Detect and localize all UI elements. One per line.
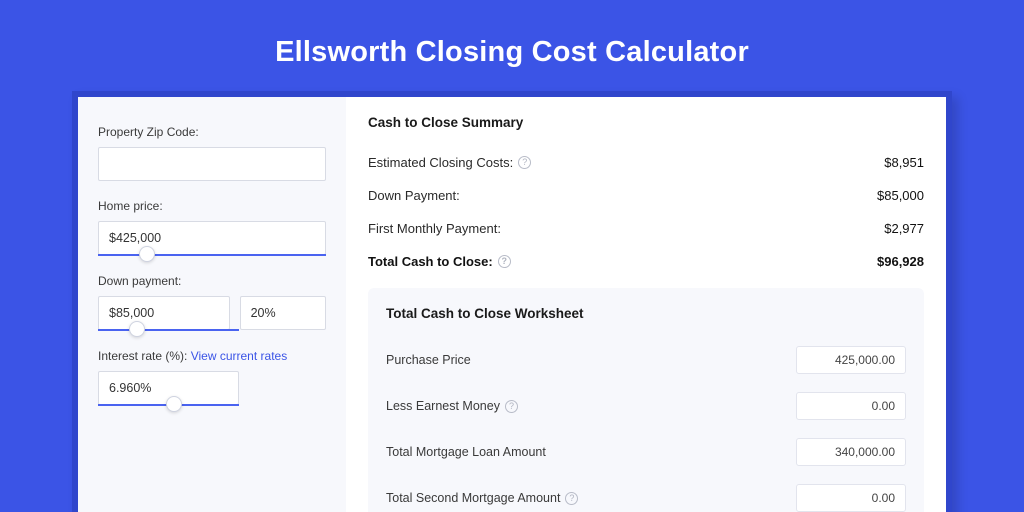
worksheet-row-label: Total Mortgage Loan Amount [386, 445, 546, 459]
slider-thumb-icon[interactable] [129, 321, 145, 337]
help-icon[interactable]: ? [565, 492, 578, 505]
zip-input[interactable] [98, 147, 326, 181]
summary-row: First Monthly Payment: $2,977 [368, 212, 924, 245]
summary-row-value: $85,000 [877, 188, 924, 203]
results-panel: Cash to Close Summary Estimated Closing … [346, 97, 946, 512]
worksheet-title: Total Cash to Close Worksheet [386, 306, 906, 321]
inputs-panel: Property Zip Code: Home price: Down paym… [78, 97, 346, 512]
worksheet-row: Purchase Price [386, 337, 906, 383]
interest-rate-slider[interactable] [98, 404, 239, 406]
summary-row-label: Estimated Closing Costs: [368, 155, 513, 170]
worksheet-row-label: Purchase Price [386, 353, 471, 367]
summary-row-value: $2,977 [884, 221, 924, 236]
help-icon[interactable]: ? [498, 255, 511, 268]
down-payment-label: Down payment: [98, 274, 326, 288]
worksheet-row-label: Total Second Mortgage Amount [386, 491, 560, 505]
zip-label: Property Zip Code: [98, 125, 326, 139]
summary-total-label: Total Cash to Close: [368, 254, 493, 269]
down-payment-slider[interactable] [98, 329, 239, 331]
worksheet-row: Total Second Mortgage Amount ? [386, 475, 906, 512]
calculator-body: Property Zip Code: Home price: Down paym… [78, 97, 946, 512]
worksheet-row-input[interactable] [796, 392, 906, 420]
down-payment-percent-input[interactable] [240, 296, 326, 330]
summary-row: Estimated Closing Costs: ? $8,951 [368, 146, 924, 179]
interest-rate-label-text: Interest rate (%): [98, 349, 187, 363]
worksheet-row-label: Less Earnest Money [386, 399, 500, 413]
down-payment-field-group: Down payment: [98, 274, 326, 331]
home-price-label: Home price: [98, 199, 326, 213]
home-price-input[interactable] [98, 221, 326, 255]
worksheet-row-input[interactable] [796, 346, 906, 374]
worksheet-row-input[interactable] [796, 438, 906, 466]
help-icon[interactable]: ? [505, 400, 518, 413]
interest-rate-field-group: Interest rate (%): View current rates [98, 349, 326, 406]
summary-title: Cash to Close Summary [368, 115, 924, 130]
summary-row: Down Payment: $85,000 [368, 179, 924, 212]
home-price-slider[interactable] [98, 254, 326, 256]
summary-row-label: Down Payment: [368, 188, 460, 203]
help-icon[interactable]: ? [518, 156, 531, 169]
zip-field-group: Property Zip Code: [98, 125, 326, 181]
summary-row-label: First Monthly Payment: [368, 221, 501, 236]
summary-total-row: Total Cash to Close: ? $96,928 [368, 245, 924, 278]
summary-total-value: $96,928 [877, 254, 924, 269]
down-payment-input[interactable] [98, 296, 230, 330]
interest-rate-label: Interest rate (%): View current rates [98, 349, 326, 363]
worksheet-row: Total Mortgage Loan Amount [386, 429, 906, 475]
slider-thumb-icon[interactable] [166, 396, 182, 412]
calculator-card: Property Zip Code: Home price: Down paym… [72, 91, 952, 512]
page-title: Ellsworth Closing Cost Calculator [0, 0, 1024, 91]
worksheet-row-input[interactable] [796, 484, 906, 512]
slider-thumb-icon[interactable] [139, 246, 155, 262]
summary-row-value: $8,951 [884, 155, 924, 170]
view-rates-link[interactable]: View current rates [191, 349, 288, 363]
worksheet-card: Total Cash to Close Worksheet Purchase P… [368, 288, 924, 512]
home-price-field-group: Home price: [98, 199, 326, 256]
worksheet-row: Less Earnest Money ? [386, 383, 906, 429]
